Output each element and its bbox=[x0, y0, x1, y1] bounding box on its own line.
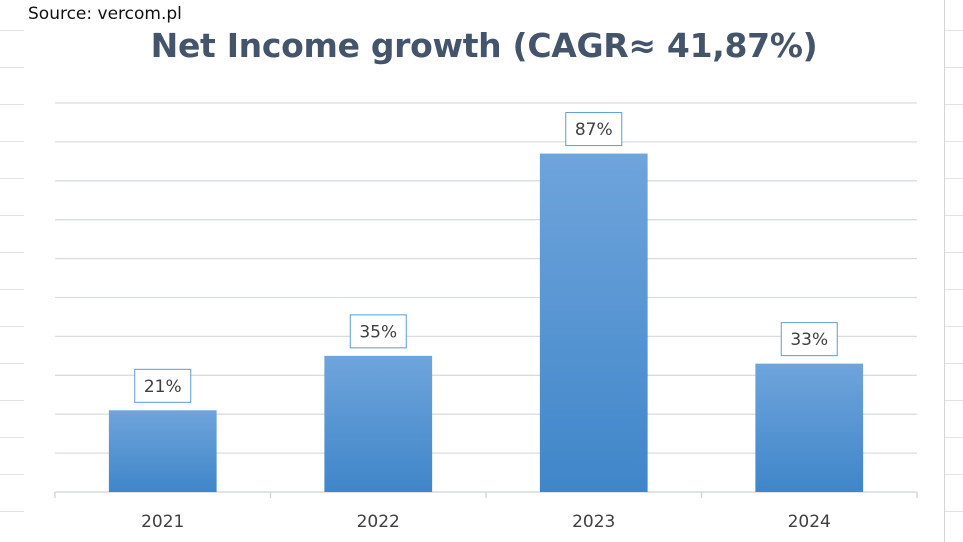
x-axis-ticks: 2021 2022 2023 2024 bbox=[141, 512, 831, 532]
bar-2022[interactable] bbox=[324, 355, 433, 492]
x-tick-label-2024: 2024 bbox=[788, 512, 831, 532]
bar-2024[interactable] bbox=[755, 363, 864, 492]
x-tick-label-2023: 2023 bbox=[572, 512, 615, 532]
data-label-box-2023 bbox=[565, 112, 623, 147]
data-label-2023: 87% bbox=[575, 120, 613, 140]
data-label-box-2021 bbox=[134, 368, 192, 403]
bar-2021[interactable] bbox=[108, 410, 217, 492]
bars bbox=[108, 153, 864, 492]
data-label-box-2022 bbox=[349, 314, 407, 349]
data-labels: 21% 35% 87% 33% bbox=[134, 112, 838, 403]
x-tick-label-2022: 2022 bbox=[357, 512, 400, 532]
data-label-2021: 21% bbox=[144, 377, 182, 397]
bar-2023[interactable] bbox=[539, 153, 648, 492]
chart-title: Net Income growth (CAGR≈ 41,87%) bbox=[150, 26, 818, 65]
source-note: Source: vercom.pl bbox=[28, 4, 186, 24]
x-tick-label-2021: 2021 bbox=[141, 512, 184, 532]
data-label-2022: 35% bbox=[359, 322, 397, 342]
data-label-box-2024 bbox=[780, 322, 838, 357]
data-label-2024: 33% bbox=[790, 330, 828, 350]
